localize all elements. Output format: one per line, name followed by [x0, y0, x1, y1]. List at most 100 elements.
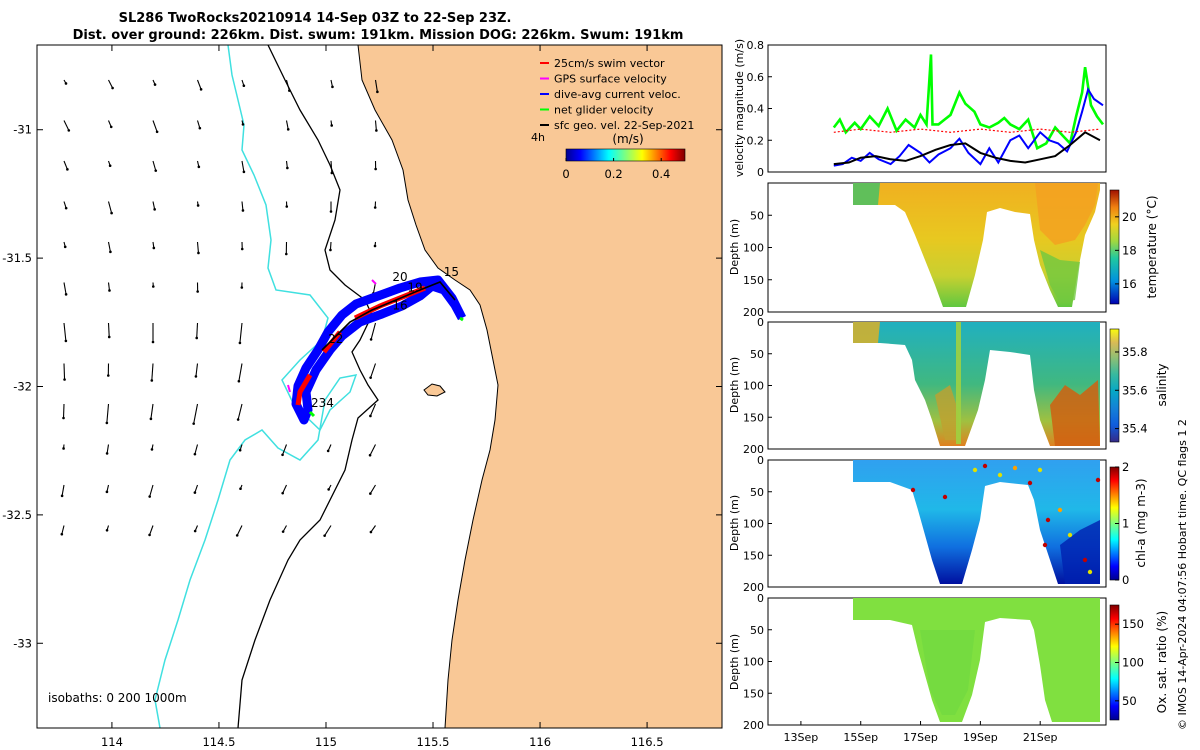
map-xtick-label: 116.5 [631, 735, 664, 749]
track-day-label: 20 [392, 270, 407, 284]
geo-vector [241, 160, 245, 172]
geo-vector-head [238, 341, 242, 345]
geo-vector-head [242, 84, 246, 88]
geo-vector-head [193, 529, 197, 533]
geo-vector-head [369, 376, 372, 379]
salinity-surface-band [853, 322, 880, 343]
geo-vector-head [288, 89, 291, 92]
geo-vector [194, 484, 199, 493]
map-legend: 25cm/s swim vector GPS surface velocity di… [531, 57, 694, 181]
temperature-cool-tongue [1040, 250, 1080, 303]
depth-tick-label: 100 [743, 380, 764, 393]
geo-vector-head [369, 492, 372, 495]
geo-vector [237, 403, 243, 420]
geo-vector-head [153, 208, 156, 211]
salinity-panel: 0 50 100 150 200 35.4 35.6 35.8 Depth (m) salin… [728, 316, 1169, 456]
oxygen-ylabel: Depth (m) [728, 634, 741, 690]
track-day-label: 16 [392, 298, 407, 312]
geo-vector-head [193, 491, 197, 494]
legend-label: sfc geo. vel. 22-Sep-2021 [554, 119, 694, 132]
map-title-line1: SL286 TwoRocks20210914 14-Sep 03Z to 22-… [119, 11, 512, 26]
temperature-warm-core [1035, 183, 1098, 245]
cbar-tick-label: 35.8 [1122, 345, 1148, 359]
temperature-panel: 50 100 150 200 16 18 20 Depth (m) temperature … [728, 182, 1159, 319]
depth-tick-label: 0 [757, 454, 764, 467]
net-track-outline [321, 281, 456, 351]
legend-label: dive-avg current veloc. [554, 88, 681, 101]
geo-vector [150, 403, 154, 419]
temperature-cbar-label: temperature (°C) [1145, 196, 1159, 299]
geo-vector [61, 525, 65, 535]
salinity-cbar-label: salinity [1155, 363, 1169, 406]
map-xtick-label: 114.5 [202, 735, 235, 749]
map-xtick-label: 115 [315, 735, 337, 749]
time-xtick-label: 17Sep [903, 731, 938, 744]
geo-vector-head [369, 338, 373, 341]
cbar-tick-label: 18 [1122, 243, 1137, 257]
depth-tick-label: 200 [743, 306, 764, 319]
salinity-ylabel: Depth (m) [728, 357, 741, 413]
geo-vector [374, 79, 378, 92]
geo-vector-head [63, 245, 67, 249]
velocity-axes-box [767, 44, 1107, 173]
geo-vector-head [241, 209, 245, 212]
swim-speed-line [833, 128, 1101, 133]
speed-colorbar [565, 148, 686, 162]
geo-vector-head [373, 244, 377, 248]
geo-vector-head [149, 417, 153, 421]
geo-vector-head [285, 205, 289, 208]
depth-tick-label: 50 [750, 624, 764, 637]
cbar-tick-label: 35.6 [1122, 383, 1148, 397]
footer-credit: © IMOS 14-Apr-2024 04:07:56 Hobart time.… [1176, 419, 1189, 730]
geo-vector-head [150, 448, 154, 451]
salinity-low-stripe [956, 322, 961, 444]
chla-sample-dot [1057, 507, 1063, 513]
geo-vector [106, 444, 110, 454]
cbar-tick-label: 50 [1122, 694, 1137, 708]
depth-tick-label: 200 [743, 443, 764, 456]
map-xtick-label: 115.5 [417, 735, 450, 749]
geo-vector-head [64, 82, 68, 85]
geo-vector-head [105, 528, 109, 532]
cbar-tick-label: 35.4 [1122, 422, 1148, 436]
geo-vector-head [240, 286, 244, 289]
salinity-mid-core [935, 385, 960, 440]
geo-vector [285, 79, 290, 91]
geo-vector-head [369, 530, 373, 534]
colorbar-title: (m/s) [612, 132, 643, 146]
speed-cbar-label: 0 [562, 167, 569, 181]
geo-vector-head [241, 123, 245, 126]
depth-tick-label: 50 [750, 209, 764, 222]
geo-vector-head [111, 86, 114, 90]
geo-vector-head [108, 289, 111, 292]
chla-sample-dot [1082, 557, 1088, 563]
geo-vector [152, 160, 157, 171]
geo-vector-head [151, 285, 155, 288]
geo-vector [106, 403, 110, 423]
salinity-field [853, 322, 1100, 446]
geo-vector-head [105, 421, 109, 425]
geo-vector-head [197, 251, 200, 255]
cbar-tick-label: 100 [1122, 656, 1144, 670]
geo-vector-head [330, 171, 334, 175]
depth-tick-label: 150 [743, 687, 764, 700]
oxygen-panel: 0 50 100 150 200 50 100 150 13Sep 15Sep 17Sep 19Se… [728, 592, 1169, 744]
geo-vector-head [150, 379, 154, 382]
geo-vector-head [330, 124, 333, 127]
geo-vector [151, 363, 154, 381]
cbar-tick-label: 20 [1122, 210, 1137, 224]
geo-vector [61, 484, 65, 496]
geo-vector-head [374, 167, 377, 171]
chla-ylabel: Depth (m) [728, 495, 741, 551]
net-velocity-marks [308, 316, 464, 418]
depth-tick-label: 150 [743, 274, 764, 287]
geo-vector-head [281, 530, 285, 533]
geo-vector-head [329, 210, 333, 213]
oxygen-field [853, 598, 1100, 722]
geo-vector-head [235, 534, 239, 537]
chla-sample-dot [1027, 480, 1033, 486]
geo-vector [149, 525, 154, 536]
geo-vector-head [193, 452, 197, 456]
geo-vector-head [198, 126, 202, 130]
track-day-label: 19 [407, 280, 422, 294]
